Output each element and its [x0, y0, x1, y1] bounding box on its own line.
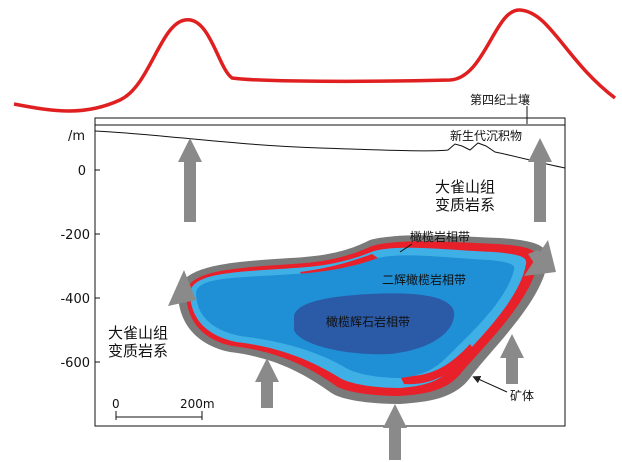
ground-surface-line — [94, 130, 566, 169]
arrow-bottom-right — [500, 334, 524, 384]
flow-arrows — [168, 138, 556, 460]
y-axis: /m 0 -200 -400 -600 — [60, 129, 100, 371]
section-frame — [94, 117, 566, 427]
scale-bar: 0 200m — [112, 397, 215, 420]
ore-body-label: 矿体 — [510, 389, 534, 403]
y-tick-0: 0 — [78, 164, 86, 179]
anomaly-curve — [13, 8, 617, 113]
arrow-right-diagonal — [524, 240, 556, 276]
y-tick-minus-400: -400 — [60, 292, 90, 307]
arrow-bottom-left — [255, 358, 279, 408]
metamorphic-left-line1: 大雀山组 — [108, 324, 168, 342]
olivine-zone-pointer — [399, 243, 413, 253]
arrow-top-left — [178, 138, 202, 222]
pyroxenite-zone-label: 橄榄辉石岩相带 — [326, 314, 410, 329]
scale-bar-end: 200m — [180, 397, 215, 411]
olivine-zone-label: 橄榄岩相带 — [410, 229, 470, 244]
arrow-top-right — [528, 138, 552, 222]
metamorphic-top-line2: 变质岩系 — [435, 196, 495, 214]
scale-bar-start: 0 — [112, 397, 120, 411]
y-tick-minus-600: -600 — [60, 356, 90, 371]
arrow-left-diagonal — [168, 270, 196, 306]
metamorphic-left-line2: 变质岩系 — [108, 342, 168, 360]
ore-streak-lower — [400, 344, 474, 385]
olivine-pyroxenite-zone — [294, 293, 455, 355]
metamorphic-top-line1: 大雀山组 — [435, 178, 495, 196]
ore-body-pointer — [472, 376, 508, 393]
y-axis-unit: /m — [68, 129, 85, 144]
pyroxene-zone-label: 二辉橄榄岩相带 — [382, 272, 466, 287]
y-tick-minus-200: -200 — [60, 228, 90, 243]
quaternary-soil-label: 第四纪土壤 — [470, 92, 530, 107]
arrow-bottom-center — [383, 404, 407, 460]
cenozoic-sediment-label: 新生代沉积物 — [450, 128, 522, 143]
